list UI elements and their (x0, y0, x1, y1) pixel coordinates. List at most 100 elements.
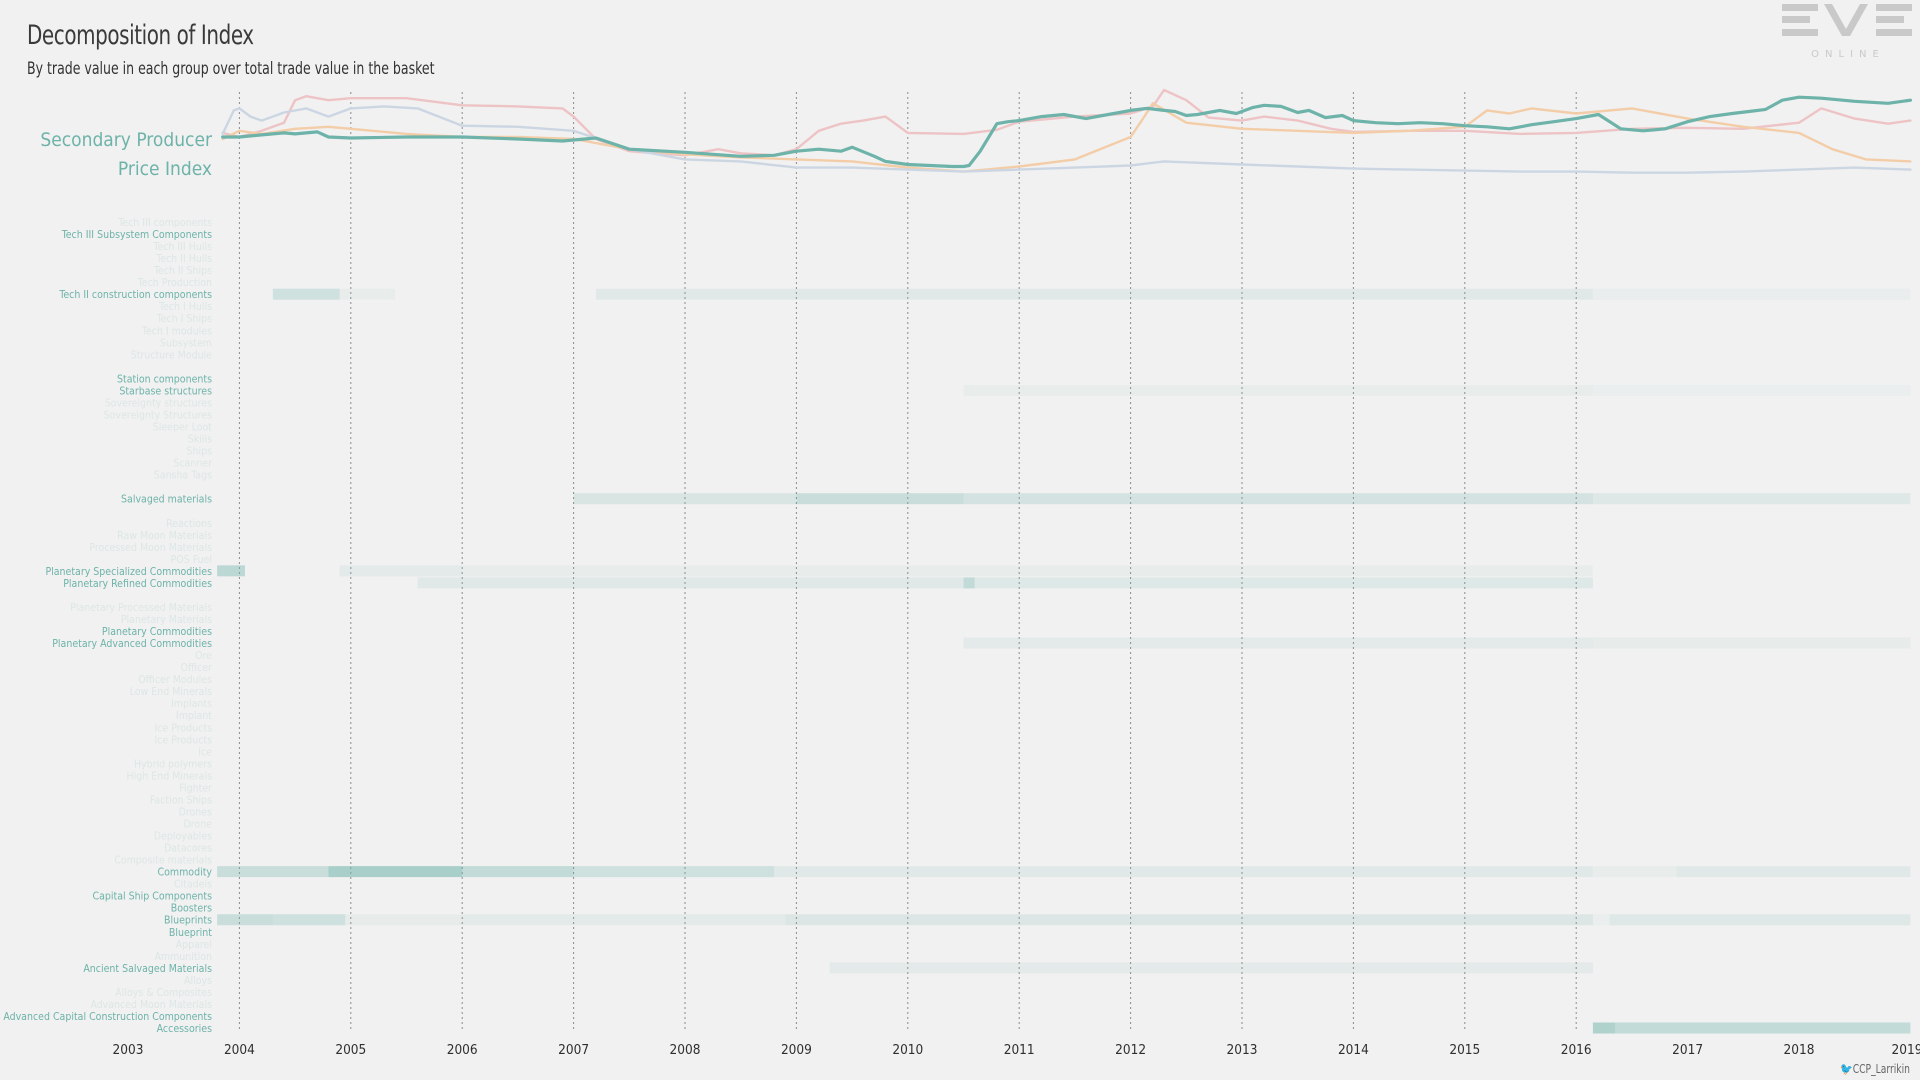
line-chart-ylabel-0: Secondary Producer (40, 129, 213, 151)
heatmap-cell (573, 866, 775, 878)
heatmap-cell (1592, 914, 1610, 926)
x-tick-label: 2009 (781, 1042, 812, 1058)
x-tick-label: 2014 (1338, 1042, 1369, 1058)
heatmap-row-label: Blueprint (169, 927, 212, 939)
twitter-bird-icon: 🐦 (1840, 1062, 1853, 1076)
heatmap-row-label: Sleeper Loot (153, 422, 213, 434)
heatmap-row-label: Commodity (158, 867, 213, 879)
x-tick-label: 2012 (1115, 1042, 1146, 1058)
heatmap-row-label: Tech III Subsystem Components (61, 229, 212, 241)
heatmap-cell (963, 493, 1593, 505)
x-tick-label: 2017 (1672, 1042, 1703, 1058)
heatmap-row-label: Drone (183, 819, 212, 831)
heatmap-row-label: Alloys & Composites (115, 987, 212, 999)
line-chart-ylabel-1: Price Index (118, 158, 212, 180)
heatmap-cell (1615, 1022, 1911, 1034)
heatmap-cell (417, 577, 964, 589)
credit-handle: CCP_Larrikin (1852, 1062, 1910, 1076)
heatmap-row-label: Advanced Capital Construction Components (3, 1011, 212, 1023)
heatmap-row-label: Planetary Advanced Commodities (52, 638, 212, 650)
heatmap-cell (345, 914, 463, 926)
heatmap-row-label: Scanner (173, 458, 212, 470)
x-tick-label: 2003 (113, 1042, 144, 1058)
heatmap-row-label: Subsystem (160, 337, 212, 349)
heatmap-cell (595, 288, 1593, 300)
heatmap-cell (462, 866, 574, 878)
heatmap-row-label: Salvaged materials (121, 494, 212, 506)
heatmap-row-label: Station components (117, 373, 212, 385)
twitter-credit: 🐦CCP_Larrikin (1840, 1062, 1910, 1076)
x-tick-label: 2004 (224, 1042, 255, 1058)
x-tick-label: 2006 (447, 1042, 478, 1058)
heatmap-row-label: POS Fuel (171, 554, 212, 566)
heatmap-cell (217, 866, 329, 878)
line-series-0 (221, 95, 1912, 169)
x-tick-label: 2008 (670, 1042, 701, 1058)
heatmap-row-label: Ships (186, 446, 212, 458)
heatmap-row-label: Hybrid polymers (134, 758, 212, 770)
heatmap-row-label: Tech II Hulls (155, 253, 212, 265)
heatmap-row-label: Planetary Processed Materials (70, 602, 212, 614)
heatmap-row-label: Officer Modules (138, 674, 212, 686)
heatmap-row-label: Accessories (157, 1023, 212, 1035)
heatmap-cell (829, 962, 1593, 974)
heatmap-cell (1676, 866, 1911, 878)
heatmap-row-label: Sovereignty Structures (104, 409, 212, 421)
heatmap-row-label: Tech III components (117, 217, 212, 229)
heatmap-cell (1592, 493, 1911, 505)
heatmap-cell (462, 565, 1593, 577)
x-tick-label: 2015 (1449, 1042, 1480, 1058)
heatmap-cell (796, 493, 964, 505)
heatmap-cell (1592, 866, 1677, 878)
heatmap-row-label: Planetary Materials (121, 614, 212, 626)
heatmap-row-label: Boosters (171, 903, 212, 915)
heatmap-cell (272, 288, 340, 300)
heatmap-cell (272, 914, 346, 926)
heatmap-row-label: Planetary Commodities (102, 626, 212, 638)
page-title: Decomposition of Index (27, 20, 254, 51)
x-tick-label: 2019 (1892, 1042, 1920, 1058)
heatmap-cell (963, 384, 1593, 396)
heatmap-row-label: Fighter (179, 782, 212, 794)
heatmap-row-label: High End Minerals (127, 770, 213, 782)
heatmap-row-label: Planetary Specialized Commodities (45, 566, 212, 578)
x-tick-label: 2011 (1004, 1042, 1035, 1058)
line-series-3 (221, 105, 1912, 174)
heatmap-row-label: Skills (188, 434, 212, 446)
heatmap-row-label: Processed Moon Materials (89, 542, 212, 554)
line-series-2 (221, 102, 1912, 173)
heatmap-row-label: Tech II Ships (153, 265, 212, 277)
heatmap-row-label: Alloys (184, 975, 212, 987)
heatmap-row-label: Tech III Hulls (152, 241, 212, 253)
heatmap-cell (1592, 384, 1911, 396)
heatmap-row-label: Drones (179, 806, 213, 818)
heatmap-row-label: Sovereignty structures (105, 397, 212, 409)
x-tick-label: 2010 (892, 1042, 923, 1058)
heatmap-row-label: Implant (176, 710, 212, 722)
heatmap-row-label: Low End Minerals (130, 686, 212, 698)
heatmap-row-label: Tech I modules (141, 325, 212, 337)
heatmap-row-label: Tech II construction components (58, 289, 212, 301)
x-tick-label: 2018 (1784, 1042, 1815, 1058)
heatmap-row-label: Ammunition (154, 951, 212, 963)
heatmap-cell (573, 493, 797, 505)
heatmap-row-label: Raw Moon Materials (117, 530, 212, 542)
heatmap-row-label: Faction Ships (150, 794, 212, 806)
heatmap-row-label: Tech I Ships (156, 313, 212, 325)
heatmap-cell (1592, 1022, 1616, 1034)
heatmap-row-label: Sansha Tags (154, 470, 212, 482)
heatmap-cell (339, 288, 396, 300)
heatmap-row-label: Ice (198, 746, 212, 758)
heatmap-row-label: Implants (171, 698, 212, 710)
heatmap-row-label: Structure Module (131, 349, 212, 361)
heatmap-cell (217, 565, 245, 577)
heatmap-row-label: Composite materials (114, 855, 212, 867)
heatmap-cell (339, 565, 463, 577)
heatmap-row-label: Capital Ship Components (92, 891, 212, 903)
heatmap-cell (785, 914, 1593, 926)
heatmap-cell (774, 866, 1593, 878)
heatmap-cell (1592, 288, 1911, 300)
x-tick-label: 2005 (335, 1042, 366, 1058)
heatmap-row-label: Citadels (174, 879, 212, 891)
heatmap-cell (462, 914, 786, 926)
